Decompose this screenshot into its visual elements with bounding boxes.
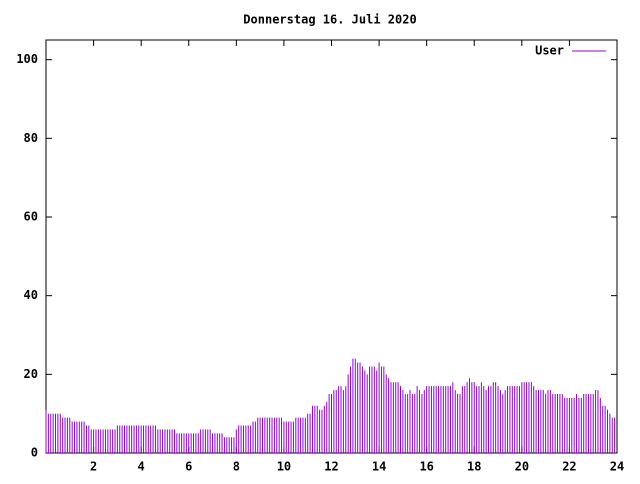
y-tick-label: 40 (24, 288, 38, 302)
x-tick-label: 2 (90, 460, 97, 474)
legend-label: User (535, 44, 564, 58)
y-tick-label: 80 (24, 131, 38, 145)
y-tick-label: 60 (24, 210, 38, 224)
chart-title: Donnerstag 16. Juli 2020 (243, 13, 416, 27)
x-tick-label: 12 (324, 460, 338, 474)
y-tick-label: 100 (16, 52, 38, 66)
x-tick-label: 20 (515, 460, 529, 474)
x-tick-label: 8 (233, 460, 240, 474)
x-tick-label: 22 (562, 460, 576, 474)
x-tick-label: 4 (138, 460, 145, 474)
x-tick-label: 18 (467, 460, 481, 474)
x-tick-label: 14 (372, 460, 386, 474)
y-tick-label: 0 (31, 446, 38, 460)
x-tick-label: 16 (419, 460, 433, 474)
y-tick-label: 20 (24, 367, 38, 381)
x-tick-label: 10 (277, 460, 291, 474)
x-tick-label: 6 (185, 460, 192, 474)
x-tick-label: 24 (610, 460, 624, 474)
